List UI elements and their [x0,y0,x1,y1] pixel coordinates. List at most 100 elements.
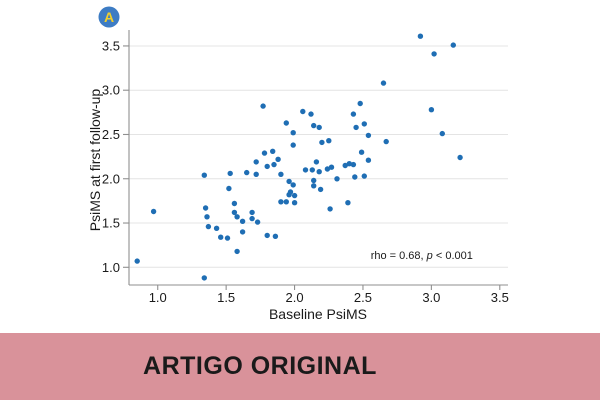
data-point [313,159,320,165]
data-point [311,183,317,189]
data-point [227,170,233,177]
data-point [253,159,259,165]
data-point [286,178,292,185]
data-point [150,208,157,215]
data-point [234,248,240,255]
data-point [417,33,424,39]
data-point [290,182,296,188]
data-point [213,225,220,231]
data-point [271,161,277,168]
data-point [450,42,456,48]
data-point [342,162,348,169]
data-point [334,176,340,182]
data-point [254,219,261,225]
data-point [283,199,289,205]
data-point [287,189,294,195]
data-point [317,186,324,193]
x-axis-label: Baseline PsiMS [269,306,367,322]
data-point [308,111,314,117]
data-point [365,157,372,163]
data-point [278,199,284,205]
data-point [290,130,296,136]
x-tick-label: 3.5 [491,290,509,305]
data-point [300,108,306,115]
data-point [316,169,322,175]
x-tick-label: 1.5 [217,290,235,305]
data-point [457,154,463,161]
x-tick-label: 3.0 [422,290,440,305]
data-point [231,209,238,216]
data-point [311,122,317,129]
data-point [428,107,435,113]
data-point [218,234,224,240]
y-tick-label: 3.0 [102,83,120,98]
data-point [319,139,325,146]
data-point [439,130,445,137]
y-tick-label: 1.5 [102,216,120,231]
data-point [270,148,276,154]
data-point [358,149,365,155]
data-point [380,80,387,86]
data-point [272,233,279,239]
annotation-suffix: < 0.001 [433,250,473,262]
data-point [361,173,367,179]
x-tick-label: 2.5 [354,290,372,305]
data-point [244,169,250,176]
data-point [249,215,255,222]
annotation-prefix: rho = 0.68, [371,250,427,262]
data-point [361,121,367,127]
data-point [290,142,296,148]
data-point [201,275,207,281]
y-tick-label: 3.5 [102,38,120,53]
data-point [346,161,352,167]
panel-label-badge [98,6,120,28]
data-point [204,214,210,220]
y-axis-label: PsiMS at first follow-up [87,89,103,232]
annotation-italic-p: p [426,250,433,262]
data-point [291,200,298,206]
data-point [316,124,322,131]
data-point [291,192,298,199]
data-point [352,174,358,180]
data-point [275,156,281,162]
data-point [253,171,259,177]
data-point [249,209,255,216]
data-point [431,51,437,57]
data-point [383,138,389,145]
data-point [264,163,270,170]
figure-panel: 1.0 1.5 2.0 2.5 3.0 3.5 1.0 1.5 2.0 2.5 3.0 3.5 Psi… [87,6,509,322]
data-point [224,235,231,241]
y-tick-label: 1.0 [102,260,120,275]
data-point [234,214,240,220]
data-point [309,167,315,173]
data-point [350,111,357,117]
data-point [226,185,232,192]
plot-area: 1.0 1.5 2.0 2.5 3.0 3.5 1.0 1.5 2.0 2.5 3.0 3.5 [102,30,509,305]
data-point [231,200,238,207]
data-point [326,138,332,144]
data-point [261,150,268,156]
data-point [202,205,209,211]
data-point [239,218,246,224]
data-point [264,232,270,239]
data-point [311,177,317,184]
correlation-annotation: rho = 0.68, p < 0.001 [371,250,473,262]
data-point [353,124,359,131]
data-point [350,161,357,168]
data-point [365,132,372,139]
data-point [345,200,351,206]
y-tick-label: 2.0 [102,171,120,186]
data-point [283,120,289,126]
data-point [324,166,331,172]
scatter-chart: 1.0 1.5 2.0 2.5 3.0 3.5 1.0 1.5 2.0 2.5 3.0 3.5 Psi… [87,6,509,322]
banner-title: ARTIGO ORIGINAL [143,352,377,380]
data-point [278,171,284,177]
banner: ARTIGO ORIGINAL [0,333,600,400]
data-point [357,100,363,107]
panel-label: A [104,9,114,25]
data-point [328,164,335,170]
y-tick-label: 2.5 [102,127,120,142]
data-point [201,172,207,178]
data-point [260,103,266,109]
data-point [205,223,212,230]
